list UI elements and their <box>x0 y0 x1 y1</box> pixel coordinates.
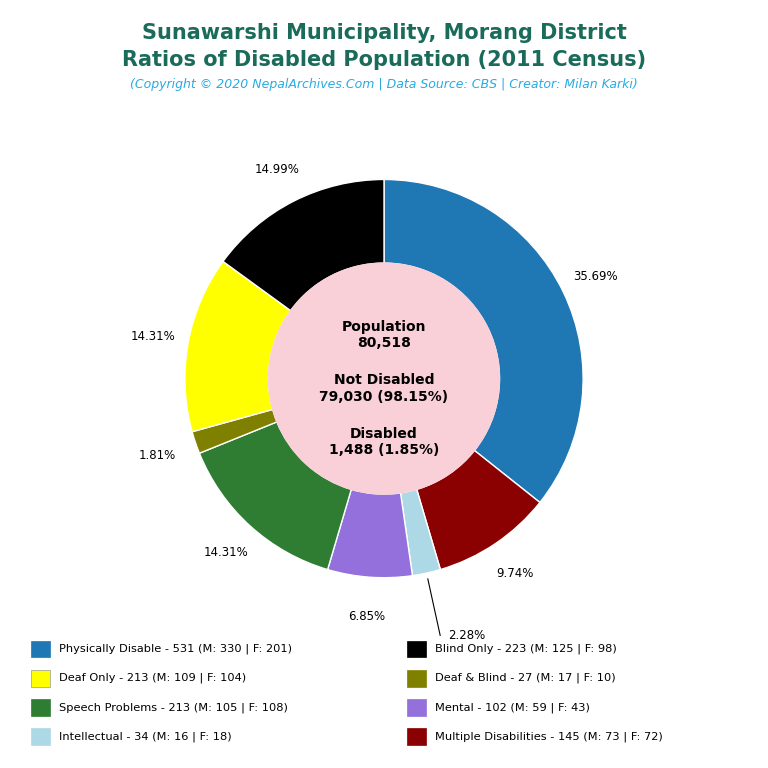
Text: Sunawarshi Municipality, Morang District: Sunawarshi Municipality, Morang District <box>141 23 627 43</box>
Text: Deaf & Blind - 27 (M: 17 | F: 10): Deaf & Blind - 27 (M: 17 | F: 10) <box>435 673 616 684</box>
Text: Multiple Disabilities - 145 (M: 73 | F: 72): Multiple Disabilities - 145 (M: 73 | F: … <box>435 731 664 742</box>
Text: Speech Problems - 213 (M: 105 | F: 108): Speech Problems - 213 (M: 105 | F: 108) <box>59 702 288 713</box>
Text: 9.74%: 9.74% <box>497 567 534 580</box>
Text: Physically Disable - 531 (M: 330 | F: 201): Physically Disable - 531 (M: 330 | F: 20… <box>59 644 292 654</box>
Text: 14.31%: 14.31% <box>204 546 249 559</box>
Wedge shape <box>417 451 540 570</box>
Wedge shape <box>384 180 583 502</box>
Text: (Copyright © 2020 NepalArchives.Com | Data Source: CBS | Creator: Milan Karki): (Copyright © 2020 NepalArchives.Com | Da… <box>130 78 638 91</box>
Text: Population
80,518: Population 80,518 <box>342 319 426 350</box>
Wedge shape <box>192 409 277 453</box>
Wedge shape <box>328 489 412 578</box>
Wedge shape <box>223 180 384 310</box>
Text: Mental - 102 (M: 59 | F: 43): Mental - 102 (M: 59 | F: 43) <box>435 702 591 713</box>
Text: 2.28%: 2.28% <box>449 629 485 642</box>
Text: Ratios of Disabled Population (2011 Census): Ratios of Disabled Population (2011 Cens… <box>122 50 646 70</box>
Text: 6.85%: 6.85% <box>349 611 386 624</box>
Wedge shape <box>185 261 290 432</box>
Text: Not Disabled
79,030 (98.15%): Not Disabled 79,030 (98.15%) <box>319 373 449 404</box>
Text: Disabled
1,488 (1.85%): Disabled 1,488 (1.85%) <box>329 427 439 458</box>
Text: 35.69%: 35.69% <box>573 270 618 283</box>
Text: 14.31%: 14.31% <box>131 330 175 343</box>
Text: Intellectual - 34 (M: 16 | F: 18): Intellectual - 34 (M: 16 | F: 18) <box>59 731 232 742</box>
Text: Blind Only - 223 (M: 125 | F: 98): Blind Only - 223 (M: 125 | F: 98) <box>435 644 617 654</box>
Text: 14.99%: 14.99% <box>255 163 300 176</box>
Text: Deaf Only - 213 (M: 109 | F: 104): Deaf Only - 213 (M: 109 | F: 104) <box>59 673 247 684</box>
Wedge shape <box>200 422 351 570</box>
Circle shape <box>269 263 499 494</box>
Wedge shape <box>401 489 440 576</box>
Text: 1.81%: 1.81% <box>139 449 177 462</box>
